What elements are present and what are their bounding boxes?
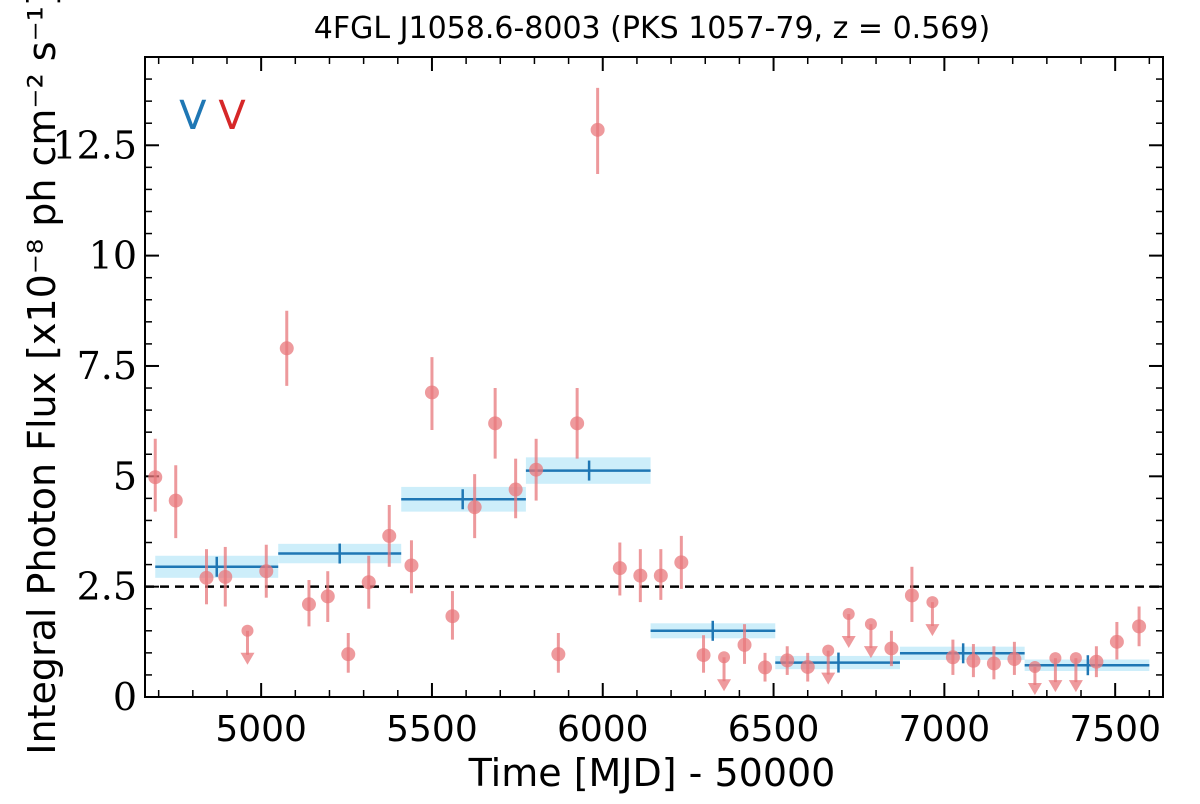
data-point — [986, 656, 1001, 671]
data-point — [488, 416, 503, 431]
data-point — [1109, 634, 1124, 649]
data-point — [904, 588, 919, 603]
upper-limit-point — [1069, 652, 1082, 665]
x-axis-label: Time [MJD] - 50000 — [468, 751, 836, 795]
upper-limit-arrow — [717, 679, 732, 692]
upper-limit-arrow — [925, 624, 940, 637]
upper-limit-point — [822, 644, 835, 657]
upper-limit-arrow — [863, 646, 878, 659]
x-tick-label: 7000 — [899, 709, 991, 750]
upper-limit-point — [718, 651, 731, 664]
data-point — [467, 500, 482, 515]
x-tick-label: 6000 — [557, 709, 649, 750]
data-point — [404, 558, 419, 573]
data-point — [653, 568, 668, 583]
upper-limit-arrow — [821, 672, 836, 685]
data-point — [758, 660, 773, 675]
upper-limit-arrow — [1048, 680, 1063, 693]
data-point — [301, 597, 316, 612]
data-point — [382, 528, 397, 543]
data-point — [570, 416, 585, 431]
data-point — [279, 341, 294, 356]
data-point — [168, 493, 183, 508]
data-point — [1007, 652, 1022, 667]
plot-area: 5000 5500 6000 6500 7000 7500 0 2.5 5 7.5 10 12.5 V V — [52, 56, 1164, 750]
upper-limit-point — [842, 608, 855, 621]
flag-label: V — [218, 93, 246, 139]
upper-limit-point — [1028, 660, 1041, 673]
upper-limit-point — [926, 596, 939, 609]
data-point — [508, 482, 523, 497]
y-tick-label: 7.5 — [77, 344, 137, 388]
data-point — [884, 641, 899, 656]
y-tick-label: 2.5 — [77, 565, 137, 609]
data-point — [800, 659, 815, 674]
data-point — [551, 647, 566, 662]
data-point — [424, 385, 439, 400]
x-tick-label: 6500 — [728, 709, 820, 750]
data-point — [945, 650, 960, 665]
data-point — [148, 470, 163, 485]
flag-label: V — [179, 93, 207, 139]
chart-title: 4FGL J1058.6-8003 (PKS 1057-79, z = 0.56… — [314, 11, 990, 46]
upper-limit-arrow — [240, 652, 255, 665]
data-point — [612, 561, 627, 576]
upper-limit-arrow — [1068, 680, 1083, 693]
data-point — [218, 569, 233, 584]
data-point — [737, 637, 752, 652]
data-point — [1089, 654, 1104, 669]
x-tick-label: 7500 — [1069, 709, 1161, 750]
data-point — [780, 653, 795, 668]
data-point — [199, 570, 214, 585]
data-point — [341, 647, 356, 662]
data-point — [590, 122, 605, 137]
y-tick-label: 12.5 — [52, 123, 137, 167]
y-axis-label: Integral Photon Flux [x10⁻⁸ ph cm⁻² s⁻¹] — [20, 0, 64, 755]
x-tick-label: 5000 — [215, 709, 307, 750]
data-point — [445, 609, 460, 624]
x-tick-label: 5500 — [386, 709, 478, 750]
data-point — [361, 575, 376, 590]
y-tick-label: 10 — [89, 234, 137, 278]
plot-frame — [144, 56, 1164, 698]
data-point — [1132, 619, 1147, 634]
data-point — [696, 648, 711, 663]
upper-limit-point — [1049, 652, 1062, 665]
y-tick-label: 5 — [113, 454, 137, 498]
data-point — [633, 568, 648, 583]
data-point — [966, 653, 981, 668]
data-point — [320, 589, 335, 604]
upper-limit-arrow — [1027, 683, 1042, 695]
y-tick-label: 0 — [113, 675, 137, 719]
upper-limit-arrow — [841, 636, 856, 649]
upper-limit-point — [241, 624, 254, 637]
data-point — [529, 462, 544, 477]
upper-limit-point — [864, 618, 877, 631]
data-point — [674, 555, 689, 570]
data-point — [259, 564, 274, 579]
